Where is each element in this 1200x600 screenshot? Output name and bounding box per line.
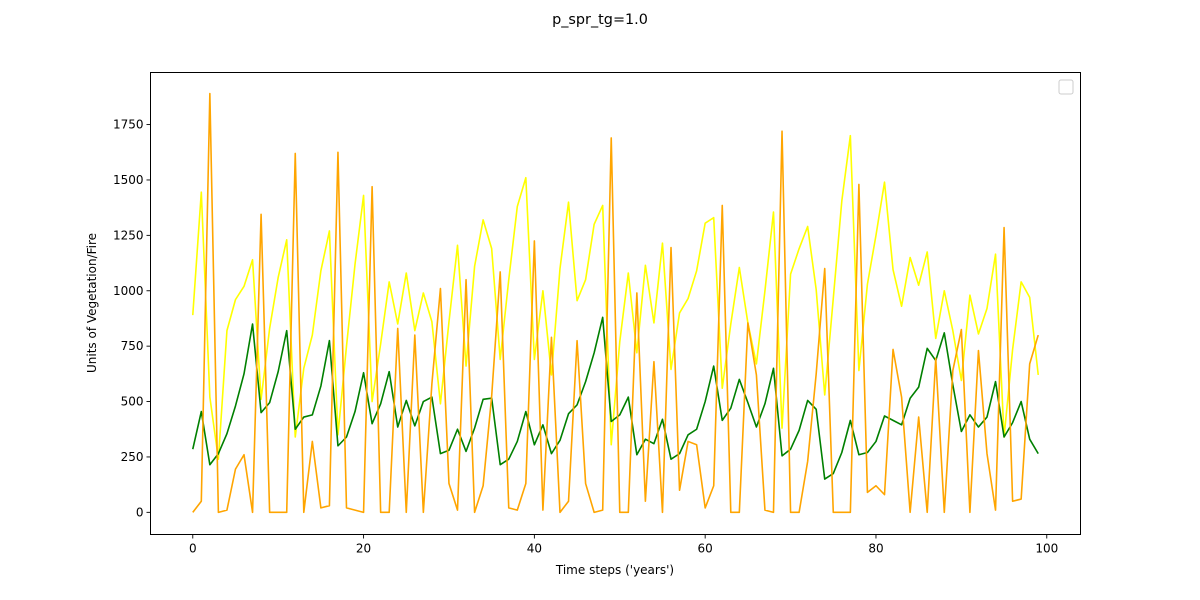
y-tick-label: 1000 — [113, 284, 144, 298]
series-layer — [191, 92, 1040, 514]
plot-area-frame — [150, 72, 1081, 535]
x-axis: 0 20 40 60 80 100 — [189, 534, 1058, 556]
y-axis-label: Units of Vegetation/Fire — [85, 233, 99, 373]
x-tick-label: 80 — [868, 542, 883, 556]
y-tick-label: 500 — [121, 395, 144, 409]
x-tick-label: 100 — [1035, 542, 1058, 556]
x-tick-label: 40 — [527, 542, 542, 556]
y-tick-label: 250 — [121, 450, 144, 464]
series-line-1 — [191, 316, 1039, 480]
legend-box — [1058, 79, 1074, 95]
y-tick-label: 1500 — [113, 173, 144, 187]
x-axis-label: Time steps ('years') — [555, 563, 674, 577]
x-tick-label: 60 — [698, 542, 713, 556]
series-line-2 — [192, 92, 1039, 514]
x-tick-label: 0 — [189, 542, 197, 556]
y-tick-label: 750 — [121, 339, 144, 353]
y-axis: 0 250 500 750 1000 1250 1500 1750 — [113, 118, 151, 519]
y-tick-label: 1250 — [113, 228, 144, 242]
y-tick-label: 1750 — [113, 118, 144, 132]
x-tick-label: 20 — [356, 542, 371, 556]
y-tick-label: 0 — [136, 505, 144, 519]
chart-title: p_spr_tg=1.0 — [552, 12, 648, 28]
